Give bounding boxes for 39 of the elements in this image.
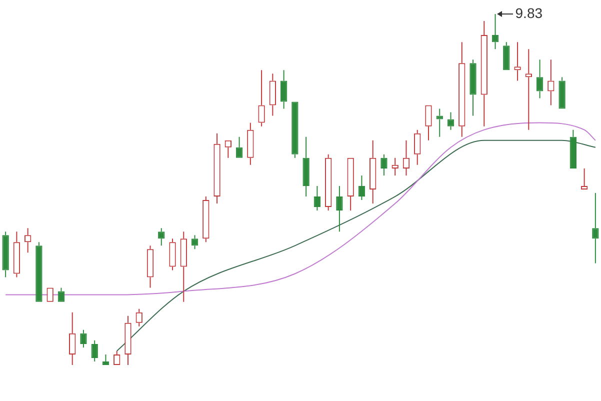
candlestick	[347, 158, 354, 212]
candlestick	[36, 242, 42, 302]
candlestick	[480, 20, 488, 127]
candlestick	[169, 238, 176, 271]
candlestick	[102, 354, 110, 365]
candlestick	[370, 140, 376, 204]
candlestick	[425, 105, 432, 141]
candlestick	[202, 196, 210, 243]
candlestick	[13, 231, 20, 278]
candlestick	[258, 70, 265, 127]
candlestick	[269, 73, 276, 116]
annotation: 9.83	[515, 4, 543, 21]
candlestick	[124, 315, 132, 366]
candlestick	[570, 129, 577, 168]
candlestick	[436, 108, 443, 138]
candlestick	[247, 122, 254, 166]
candlestick	[514, 42, 521, 82]
candlestick	[336, 185, 343, 232]
candlestick	[302, 136, 310, 198]
candlestick	[536, 59, 544, 99]
candlestick	[280, 70, 288, 110]
candlestick	[180, 231, 187, 302]
candlestick	[292, 102, 298, 158]
candlestick	[414, 129, 421, 166]
candlestick	[146, 245, 154, 288]
candlestick	[458, 42, 466, 138]
candlestick	[91, 340, 98, 362]
candlestick	[558, 76, 566, 109]
candlestick	[214, 132, 220, 204]
candlestick	[324, 154, 332, 212]
candlestick	[580, 168, 588, 190]
candlestick	[392, 157, 398, 176]
candlestick	[447, 112, 454, 130]
candlestick	[69, 312, 76, 366]
candlestick	[503, 42, 510, 70]
candlestick	[158, 228, 165, 246]
candlestick	[470, 59, 476, 116]
candlestick	[2, 231, 9, 278]
candlestick	[525, 48, 532, 130]
